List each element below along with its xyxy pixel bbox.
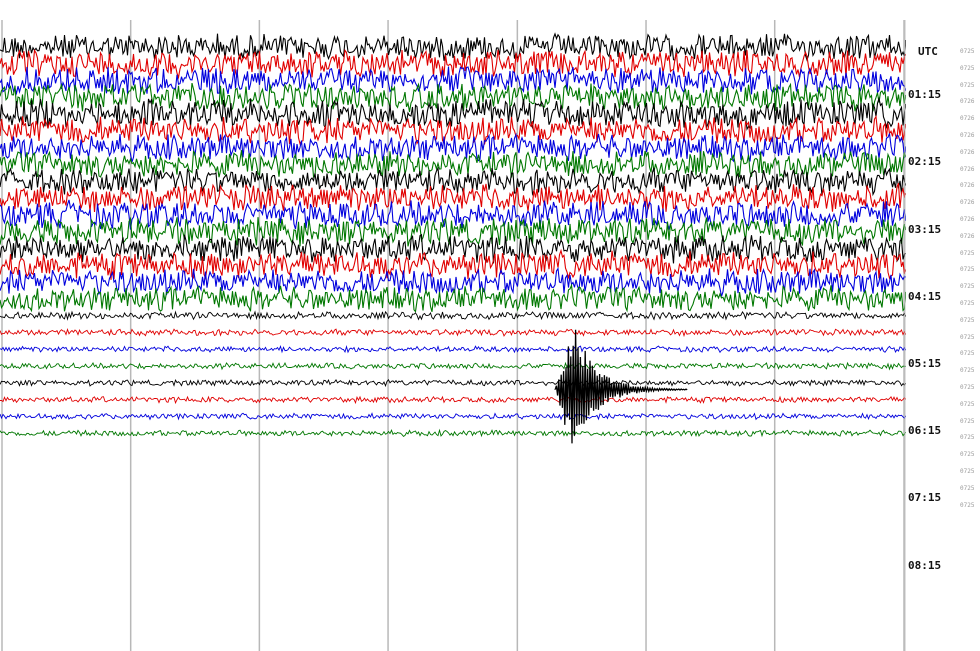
hour-tick-label: 01:15 bbox=[908, 88, 942, 102]
hour-tick-label: 05:15 bbox=[908, 357, 942, 370]
amplitude-label: 0725 bbox=[960, 81, 975, 89]
amplitude-label: 0726 bbox=[960, 216, 975, 223]
trace-row-18 bbox=[0, 345, 906, 354]
amplitude-label: 0725 bbox=[960, 417, 975, 425]
trace-row-0 bbox=[0, 32, 906, 62]
trace-row-20 bbox=[0, 378, 906, 388]
amplitude-label: 0726 bbox=[960, 115, 975, 123]
trace-row-10 bbox=[0, 199, 906, 231]
earthquake-event-trace bbox=[554, 329, 688, 444]
amplitude-label: 0726 bbox=[960, 98, 975, 106]
trace-row-8 bbox=[0, 166, 906, 197]
amplitude-label: 0725 bbox=[960, 451, 975, 459]
amplitude-label: 0725 bbox=[960, 484, 975, 492]
trace-row-13 bbox=[0, 248, 906, 281]
amplitude-label: 0725 bbox=[960, 316, 975, 324]
amplitude-label: 0725 bbox=[960, 300, 975, 307]
trace-row-6 bbox=[0, 132, 906, 163]
trace-row-4 bbox=[0, 96, 906, 131]
hour-tick-label: 02:15 bbox=[908, 155, 942, 169]
hour-tick-label: 04:15 bbox=[908, 289, 942, 303]
amplitude-label: 0725 bbox=[960, 434, 975, 442]
trace-row-15 bbox=[0, 283, 906, 313]
amplitude-label: 0726 bbox=[960, 132, 975, 139]
amplitude-label: 0726 bbox=[960, 199, 975, 207]
trace-row-5 bbox=[0, 115, 906, 146]
seismogram-plot bbox=[0, 20, 906, 651]
amplitude-label: 0725 bbox=[960, 384, 975, 391]
amplitude-label: 0725 bbox=[960, 249, 975, 257]
hour-tick-label: 07:15 bbox=[908, 491, 942, 505]
amplitude-label: 0725 bbox=[960, 468, 975, 475]
amplitude-label: 0726 bbox=[960, 232, 975, 240]
amplitude-label: 0725 bbox=[960, 266, 975, 274]
trace-row-14 bbox=[0, 267, 906, 297]
hour-tick-label: 06:15 bbox=[908, 424, 942, 438]
amplitude-label: 0725 bbox=[960, 283, 975, 291]
trace-row-22 bbox=[0, 412, 906, 421]
amplitude-label: 0726 bbox=[960, 165, 975, 173]
amplitude-label: 0725 bbox=[960, 64, 975, 72]
trace-row-23 bbox=[0, 428, 906, 438]
trace-row-16 bbox=[0, 310, 906, 321]
trace-row-1 bbox=[0, 48, 906, 80]
amplitude-label: 0726 bbox=[960, 148, 975, 156]
trace-row-17 bbox=[0, 328, 906, 338]
amplitude-label: 0725 bbox=[960, 400, 975, 408]
trace-row-11 bbox=[0, 216, 906, 247]
amplitude-label: 0725 bbox=[960, 367, 975, 375]
seismogram-svg bbox=[0, 20, 906, 651]
trace-row-7 bbox=[0, 150, 906, 179]
amplitude-label: 0726 bbox=[960, 182, 975, 190]
amplitude-label: 0725 bbox=[960, 501, 975, 509]
trace-row-3 bbox=[0, 82, 906, 112]
amplitude-label: 0725 bbox=[960, 333, 975, 341]
hour-tick-label: 03:15 bbox=[908, 222, 942, 236]
timezone-label: UTC bbox=[918, 45, 938, 58]
amplitude-label: 0725 bbox=[960, 350, 975, 358]
trace-row-9 bbox=[0, 182, 906, 212]
amplitude-label: 0725 bbox=[960, 48, 975, 55]
trace-row-19 bbox=[0, 361, 906, 371]
trace-row-12 bbox=[0, 233, 906, 264]
trace-row-21 bbox=[0, 395, 906, 405]
hour-tick-label: 08:15 bbox=[908, 558, 942, 572]
